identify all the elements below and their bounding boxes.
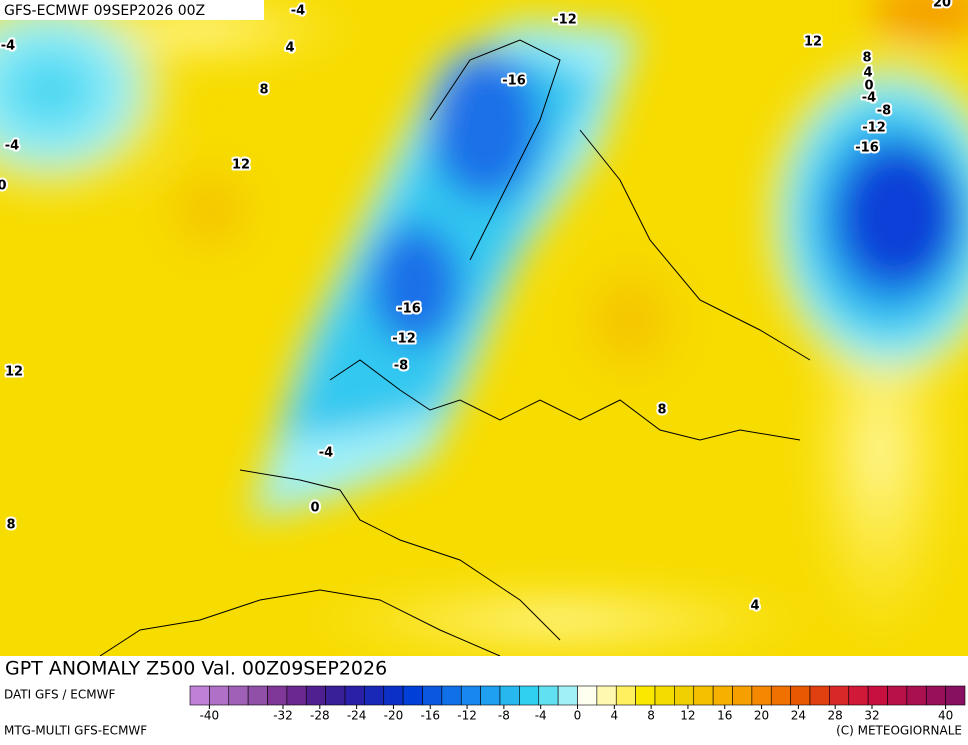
colorbar-swatch xyxy=(615,685,636,706)
colorbar-swatch xyxy=(519,685,540,706)
colorbar-swatch xyxy=(557,685,578,706)
contour-label: 0 xyxy=(310,501,319,516)
colorbar-swatch xyxy=(286,685,307,706)
colorbar-swatch xyxy=(228,685,249,706)
colorbar: -40 -32 -28 -24 -20 -16 -12 -8 -4 0 4 8 12 16 20 24 28 32… xyxy=(189,685,966,723)
contour-label: 4 xyxy=(750,599,759,614)
contour-label: 12 xyxy=(232,158,250,173)
colorbar-swatch xyxy=(809,685,830,706)
contour-label: 8 xyxy=(259,83,268,98)
contour-labels: -4 -12 20 4 12 -4 8 4 0 -16 -4 8 -8 -12 … xyxy=(0,0,953,616)
contour-label: 0 xyxy=(0,179,7,194)
colorbar-swatch xyxy=(829,685,850,706)
contour-label: -4 xyxy=(5,139,19,154)
colorbar-tick-label: 40 xyxy=(938,709,953,723)
colorbar-swatch xyxy=(712,685,733,706)
colorbar-tick-label: -24 xyxy=(347,709,367,723)
contour-label: -4 xyxy=(291,4,305,19)
colorbar-swatch xyxy=(925,685,946,706)
coastlines xyxy=(99,39,811,656)
colorbar-swatch xyxy=(344,685,365,706)
colorbar-tick-label: -8 xyxy=(498,709,510,723)
colorbar-swatch xyxy=(422,685,443,706)
contour-label: -12 xyxy=(392,332,416,347)
colorbar-swatch xyxy=(790,685,811,706)
colorbar-swatch xyxy=(693,685,714,706)
colorbar-tick-label: 16 xyxy=(717,709,732,723)
colorbar-swatch xyxy=(867,685,888,706)
colorbar-swatch xyxy=(480,685,501,706)
contour-label: -8 xyxy=(877,104,891,119)
colorbar-swatch xyxy=(325,685,346,706)
colorbar-tick-label: -12 xyxy=(457,709,477,723)
header-box xyxy=(0,0,264,20)
contour-label: 0 xyxy=(864,79,873,94)
colorbar-swatch xyxy=(848,685,869,706)
contour-label: 8 xyxy=(862,51,871,66)
colorbar-swatch xyxy=(364,685,385,706)
colorbar-swatch xyxy=(945,685,966,706)
contour-label: 12 xyxy=(5,365,23,380)
colorbar-swatch xyxy=(441,685,462,706)
contour-label: -8 xyxy=(394,359,408,374)
contour-label: -16 xyxy=(502,74,526,89)
footer-copyright: (C) METEOGIORNALE xyxy=(836,724,962,738)
colorbar-swatch xyxy=(460,685,481,706)
colorbar-swatch xyxy=(402,685,423,706)
footer-title: GPT ANOMALY Z500 Val. 00Z09SEP2026 xyxy=(5,658,387,680)
colorbar-swatch xyxy=(267,685,288,706)
colorbar-tick-label: 32 xyxy=(864,709,879,723)
contour-label: -12 xyxy=(862,121,886,136)
contour-label: -12 xyxy=(553,13,577,28)
colorbar-swatch xyxy=(770,685,791,706)
colorbar-tick-label: -32 xyxy=(273,709,293,723)
colorbar-swatch xyxy=(635,685,656,706)
colorbar-tick-label: 28 xyxy=(828,709,843,723)
colorbar-swatch xyxy=(209,685,230,706)
colorbar-swatch xyxy=(247,685,268,706)
colorbar-tick-label: 0 xyxy=(574,709,582,723)
contour-label: 12 xyxy=(804,35,822,50)
footer-source: DATI GFS / ECMWF xyxy=(4,688,115,702)
colorbar-swatch xyxy=(906,685,927,706)
colorbar-swatch xyxy=(751,685,772,706)
contour-label: 4 xyxy=(285,41,294,56)
contour-label: -4 xyxy=(862,91,876,106)
colorbar-swatch xyxy=(654,685,675,706)
contour-label: 8 xyxy=(657,403,666,418)
colorbar-tick-label: 8 xyxy=(647,709,655,723)
contour-label: -4 xyxy=(319,446,333,461)
contour-label: -4 xyxy=(1,39,15,54)
colorbar-tick-label: 24 xyxy=(791,709,806,723)
colorbar-tick-label: 20 xyxy=(754,709,769,723)
contour-label: 4 xyxy=(863,66,872,81)
header-title: GFS-ECMWF 09SEP2026 00Z xyxy=(4,3,205,19)
colorbar-swatch xyxy=(732,685,753,706)
map xyxy=(0,0,968,656)
colorbar-swatch xyxy=(189,685,210,706)
contour-label: -16 xyxy=(855,141,879,156)
colorbar-swatch xyxy=(674,685,695,706)
colorbar-tick-label: -20 xyxy=(384,709,404,723)
colorbar-swatch xyxy=(499,685,520,706)
colorbar-swatch xyxy=(305,685,326,706)
colorbar-swatch xyxy=(383,685,404,706)
colorbar-swatch xyxy=(538,685,559,706)
contour-label: 8 xyxy=(6,518,15,533)
colorbar-tick-label: 12 xyxy=(680,709,695,723)
contour-label: 20 xyxy=(933,0,951,11)
colorbar-tick-label: -40 xyxy=(200,709,220,723)
colorbar-tick-label: 4 xyxy=(610,709,618,723)
colorbar-swatch xyxy=(887,685,908,706)
colorbar-swatch xyxy=(596,685,617,706)
colorbar-swatch xyxy=(577,685,598,706)
colorbar-tick-label: -16 xyxy=(420,709,440,723)
footer-model: MTG-MULTI GFS-ECMWF xyxy=(4,724,147,738)
colorbar-tick-label: -4 xyxy=(535,709,547,723)
colorbar-tick-label: -28 xyxy=(310,709,330,723)
contour-label: -16 xyxy=(397,302,421,317)
